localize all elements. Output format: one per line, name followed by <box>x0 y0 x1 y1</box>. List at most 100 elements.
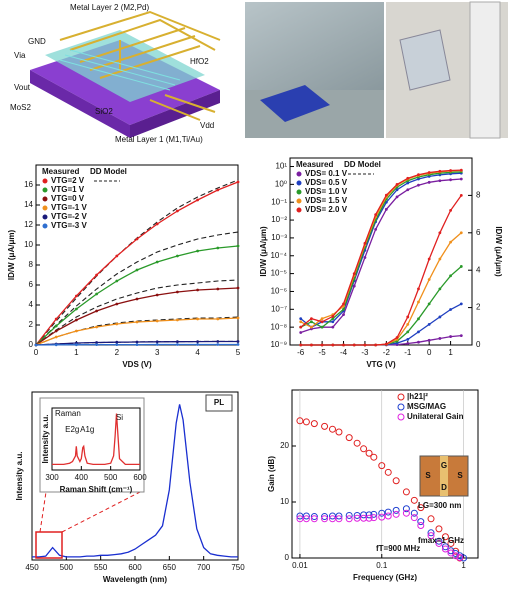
data-point <box>196 289 199 292</box>
data-point <box>196 250 199 253</box>
data-point-y2 <box>449 274 452 277</box>
x-tick-label: 3 <box>155 348 160 357</box>
photo <box>245 2 508 138</box>
data-point-y2 <box>428 258 431 261</box>
data-point <box>374 228 377 231</box>
data-point-y2 <box>428 302 431 305</box>
y-tick-label: 16 <box>24 180 33 189</box>
peak-label: Si <box>116 413 123 422</box>
y-tick-label: 6 <box>29 280 34 289</box>
data-point <box>216 343 219 346</box>
y-tick-label: 4 <box>29 300 34 309</box>
schematic: Metal Layer 2 (M2,Pd) GND Via HfO2 Vout … <box>10 3 220 144</box>
data-point <box>406 188 409 191</box>
data-point <box>364 242 367 245</box>
y-axis-label: Intensity a.u. <box>41 415 50 464</box>
data-point-y2 <box>438 258 441 261</box>
legend-header: DD Model <box>344 160 381 169</box>
data-point <box>95 326 98 329</box>
data-point <box>428 181 431 184</box>
legend-swatch <box>297 199 301 203</box>
data-point <box>385 194 388 197</box>
data-point <box>460 178 463 181</box>
data-point <box>406 177 409 180</box>
data-point <box>321 320 324 323</box>
data-point <box>216 189 219 192</box>
data-point-y2 <box>406 342 409 345</box>
x-tick-label: -3 <box>361 348 369 357</box>
data-point <box>396 195 399 198</box>
data-point <box>342 303 345 306</box>
device-label: D <box>441 483 447 492</box>
data-point <box>438 170 441 173</box>
x-axis-label: Wavelength (nm) <box>103 575 167 584</box>
y-tick-label: 10⁰ <box>275 179 287 188</box>
data-point <box>35 344 38 347</box>
legend-label: VTG=-2 V <box>51 212 87 221</box>
data-point <box>136 321 139 324</box>
x-tick-label: 450 <box>25 563 39 572</box>
data-point <box>176 319 179 322</box>
data-point-y2 <box>310 344 313 347</box>
peak-label: E2g <box>65 425 79 434</box>
legend-swatch <box>43 215 47 219</box>
data-point-y2 <box>321 344 324 347</box>
data-point <box>115 343 118 346</box>
data-point <box>216 288 219 291</box>
data-point-y2 <box>406 331 409 334</box>
legend-header: Measured <box>296 160 333 169</box>
page: Metal Layer 2 (M2,Pd) GND Via HfO2 Vout … <box>0 0 508 590</box>
data-point <box>299 331 302 334</box>
figure: Metal Layer 2 (M2,Pd) GND Via HfO2 Vout … <box>0 0 508 590</box>
data-point <box>156 294 159 297</box>
legend-header: Measured <box>42 167 79 176</box>
legend-swatch <box>297 190 301 194</box>
y-axis-label: ID/W (μA/μm) <box>259 226 268 277</box>
legend-swatch <box>43 188 47 192</box>
data-point <box>396 183 399 186</box>
data-point <box>321 317 324 320</box>
data-point <box>299 317 302 320</box>
data-point <box>176 210 179 213</box>
x-tick-label: -6 <box>297 348 305 357</box>
device-label: S <box>457 471 463 480</box>
schematic-label: Vdd <box>200 121 214 130</box>
y2-tick-label: 8 <box>476 191 481 200</box>
data-point <box>55 318 58 321</box>
device-label: S <box>425 471 431 480</box>
annotation: LG=300 nm <box>418 501 461 510</box>
x-axis-label: Frequency (GHz) <box>353 573 417 582</box>
legend-swatch <box>43 224 47 228</box>
data-point <box>75 295 78 298</box>
data-point-y2 <box>396 336 399 339</box>
data-point <box>237 317 240 320</box>
data-point <box>95 274 98 277</box>
data-point <box>310 320 313 323</box>
data-point-y2 <box>438 337 441 340</box>
legend-label: VDS= 1.5 V <box>305 196 348 205</box>
x-tick-label: 650 <box>163 563 177 572</box>
data-point-y2 <box>449 241 452 244</box>
data-point <box>196 199 199 202</box>
data-point <box>75 343 78 346</box>
data-point <box>331 320 334 323</box>
schematic-label: Metal Layer 2 (M2,Pd) <box>70 3 149 12</box>
data-point <box>55 336 58 339</box>
x-tick-label: 700 <box>197 563 211 572</box>
legend-label: VDS= 1.0 V <box>305 187 348 196</box>
data-point-y2 <box>449 209 452 212</box>
x-axis-label: VDS (V) <box>122 360 152 369</box>
y-tick-label: 10 <box>280 497 289 506</box>
x-tick-label: 1 <box>461 561 466 570</box>
data-point-y2 <box>460 231 463 234</box>
data-point <box>196 343 199 346</box>
data-point <box>417 184 420 187</box>
data-point-y2 <box>299 344 302 347</box>
y-tick-label: 10⁻³ <box>271 233 287 242</box>
data-point <box>55 325 58 328</box>
data-point <box>438 179 441 182</box>
data-point-y2 <box>406 316 409 319</box>
data-point <box>449 178 452 181</box>
legend-label: VDS= 2.0 V <box>305 205 348 214</box>
data-point <box>342 313 345 316</box>
